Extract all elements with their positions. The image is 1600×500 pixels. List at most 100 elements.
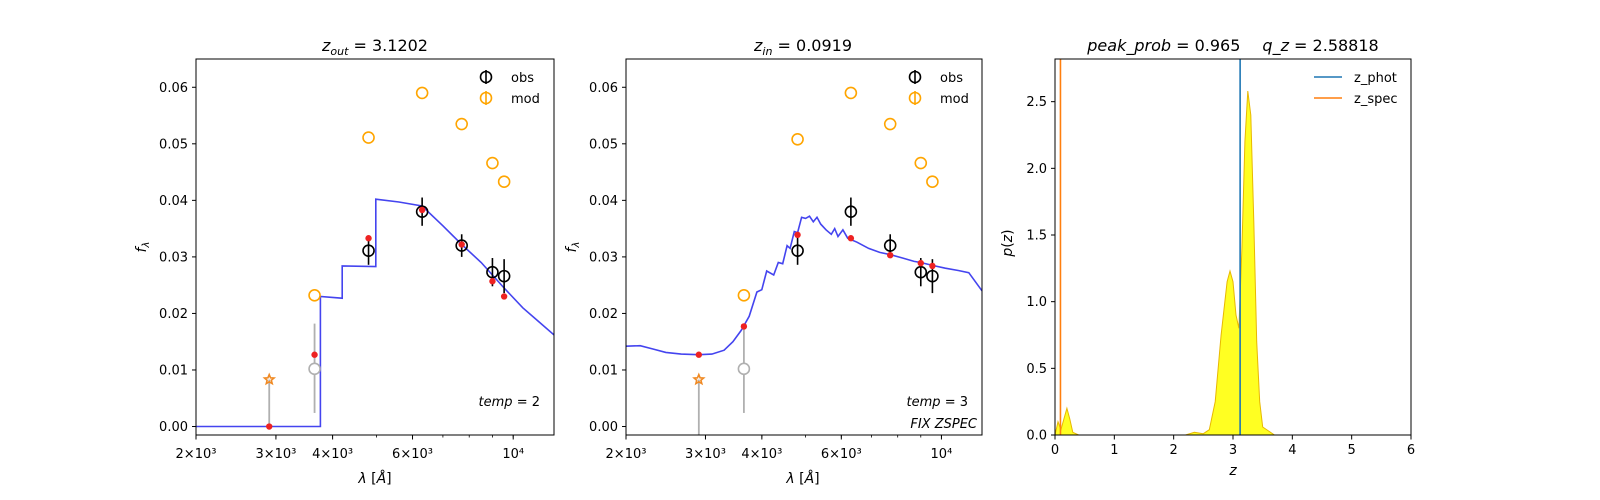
x-axis-label: λ [Å] <box>357 470 391 487</box>
legend: z_phot z_spec <box>1314 71 1398 107</box>
y-tick-label: 0.05 <box>159 137 188 152</box>
y-tick-label: 1.0 <box>1026 295 1047 310</box>
legend: obs mod <box>908 70 969 107</box>
y-tick-label: 0.03 <box>589 250 618 265</box>
mod-point <box>844 86 858 100</box>
plot-area <box>1054 59 1352 436</box>
legend-entry-z-spec: z_spec <box>1314 92 1398 107</box>
x-tick-label: 2×10³ <box>176 447 217 462</box>
template-annotation: temp = 2 <box>479 395 540 410</box>
faint-obs-point <box>308 362 321 376</box>
mod-point <box>362 131 375 144</box>
model-sample-point <box>266 423 273 430</box>
plot-area <box>626 86 982 435</box>
model-sample-point <box>458 241 465 248</box>
obs-point <box>914 265 928 279</box>
y-tick-label: 1.5 <box>1026 229 1047 244</box>
legend: obs mod <box>479 70 540 107</box>
model-sample-point <box>418 206 426 214</box>
legend-entry-z-phot: z_phot <box>1314 71 1397 86</box>
obs-point <box>362 244 375 257</box>
model-sample-point <box>489 278 496 285</box>
axes-frame <box>195 58 555 436</box>
model-sample-point <box>365 235 372 242</box>
obs-point <box>415 205 429 218</box>
mod-point <box>486 156 499 170</box>
y-tick-label: 0.04 <box>159 194 188 209</box>
obs-point <box>926 269 939 283</box>
obs-point <box>497 269 511 283</box>
model-sample-point <box>847 235 855 242</box>
y-tick-label: 0.06 <box>159 81 188 96</box>
model-sample-point <box>929 262 936 270</box>
sed-panel-zin: zin = 0.0919 0.000.010.020.030.040.050.0… <box>564 36 983 487</box>
legend-label-obs: obs <box>511 71 534 86</box>
legend-entry-mod: mod <box>908 91 969 107</box>
obs-point <box>883 239 897 252</box>
x-axis: 2×10³ 3×10³ 4×10³ 6×10³ 10⁴ <box>176 435 524 462</box>
obs-point <box>791 244 804 257</box>
legend-entry-obs: obs <box>479 70 534 86</box>
x-axis: 2×10³ 3×10³ 4×10³ 6×10³ 10⁴ <box>606 435 953 462</box>
y-axis-label: fλ <box>134 242 152 253</box>
x-axis-label: λ [Å] <box>785 470 819 487</box>
x-tick-label: 6×10³ <box>392 447 433 462</box>
x-tick-label: 3 <box>1229 443 1237 458</box>
y-tick-label: 0.5 <box>1026 362 1047 377</box>
x-tick-label: 4×10³ <box>741 447 782 462</box>
axes-frame <box>625 58 983 436</box>
y-axis-label: fλ <box>564 242 582 253</box>
y-axis: 0.00 0.01 0.02 0.03 0.04 0.05 0.06 <box>589 81 626 435</box>
y-tick-label: 0.0 <box>1026 429 1047 444</box>
fix-zspec-annotation: FIX ZSPEC <box>910 417 978 432</box>
model-sample-point <box>500 293 508 300</box>
y-tick-label: 2.5 <box>1026 95 1047 110</box>
mod-point <box>455 117 468 131</box>
x-tick-label: 10⁴ <box>502 447 524 462</box>
template-annotation: temp = 3 <box>907 395 968 410</box>
obs-point <box>486 265 499 279</box>
legend-label-obs: obs <box>940 71 963 86</box>
x-tick-label: 6×10³ <box>821 447 862 462</box>
legend-label-mod: mod <box>511 92 540 107</box>
y-tick-label: 0.06 <box>589 81 618 96</box>
sed-panel-zout: zout = 3.1202 0.000.010.020.030.040.050.… <box>134 36 555 487</box>
y-tick-label: 0.03 <box>159 250 188 265</box>
y-tick-label: 0.02 <box>159 307 188 322</box>
panel-title: peak_prob = 0.965 q_z = 2.58818 <box>1086 36 1378 56</box>
panel-title: zin = 0.0919 <box>753 36 852 58</box>
mod-point <box>415 86 429 100</box>
x-tick-label: 2 <box>1170 443 1178 458</box>
y-tick-label: 0.05 <box>589 137 618 152</box>
legend-entry-obs: obs <box>908 70 963 86</box>
legend-label-z-spec: z_spec <box>1354 92 1398 107</box>
x-axis: 0 1 2 3 4 5 6 <box>1051 435 1415 458</box>
y-tick-label: 0.00 <box>589 420 618 435</box>
x-axis-label: z <box>1228 463 1237 479</box>
x-tick-label: 0 <box>1051 443 1059 458</box>
faint-obs-point <box>737 362 751 376</box>
y-tick-label: 0.04 <box>589 194 618 209</box>
model-sample-point <box>887 251 894 259</box>
x-tick-label: 4 <box>1288 443 1296 458</box>
y-tick-label: 0.01 <box>589 363 618 378</box>
model-spectrum-line <box>196 198 554 428</box>
mod-point <box>883 117 897 131</box>
mod-point <box>926 175 939 188</box>
panel-title: zout = 3.1202 <box>321 36 428 58</box>
model-spectrum-line <box>626 215 982 356</box>
x-tick-label: 3×10³ <box>255 447 296 462</box>
mod-point <box>497 175 511 188</box>
x-tick-label: 3×10³ <box>685 447 726 462</box>
model-sample-point <box>311 351 318 358</box>
upper-limit-star <box>262 372 277 386</box>
pz-panel: peak_prob = 0.965 q_z = 2.58818 0.0 0.5 1.0… <box>1000 36 1415 479</box>
x-tick-label: 2×10³ <box>606 447 647 462</box>
y-tick-label: 0.02 <box>589 307 618 322</box>
x-tick-label: 4×10³ <box>312 447 353 462</box>
y-axis: 0.0 0.5 1.0 1.5 2.0 2.5 <box>1026 95 1055 444</box>
axes-frame <box>1054 58 1412 436</box>
x-tick-label: 10⁴ <box>931 447 953 462</box>
model-sample-point <box>740 323 748 330</box>
